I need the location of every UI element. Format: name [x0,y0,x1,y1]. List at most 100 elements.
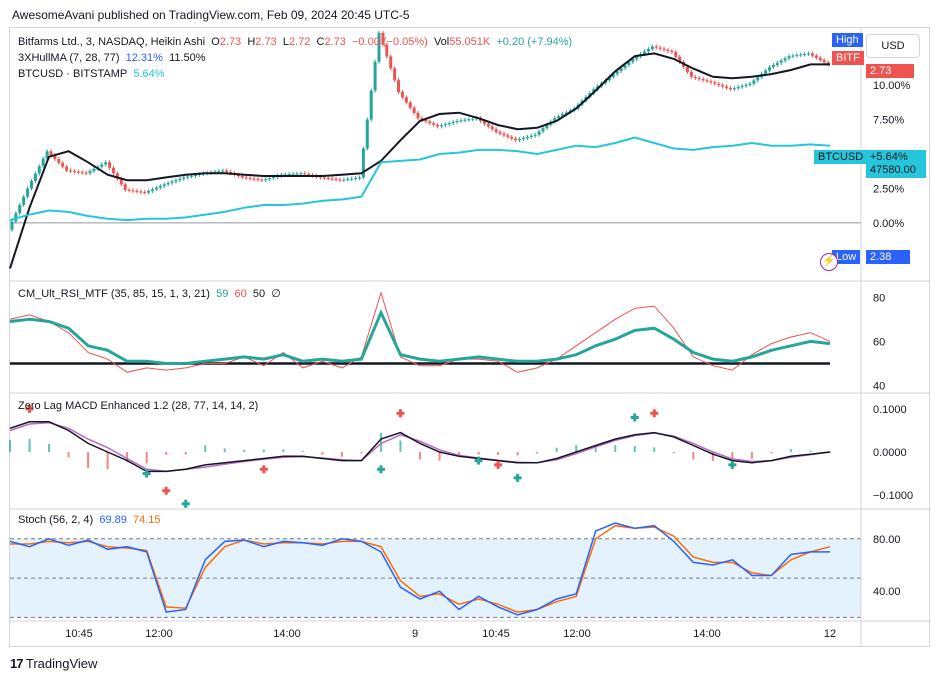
candle-body [756,77,760,81]
btc-pct: +5.64% [870,151,908,163]
stoch-legend[interactable]: Stoch (56, 2, 4) 69.89 74.15 [18,514,161,526]
candle-body [361,148,365,178]
macd-histogram-bar [321,452,324,455]
rsi-line [9,308,831,365]
rsi-value-4: ∅ [271,288,281,300]
candle-body [650,46,654,50]
stoch-pane: 80.00 40.00 [9,522,901,618]
candle-body [100,164,104,167]
candle-body [537,131,541,135]
x-tick-label: 12 [824,628,836,640]
btc-label: BTCUSD · BITSTAMP [18,68,128,80]
tradingview-logo[interactable]: 17 TradingView [10,656,97,671]
candle-body [744,84,748,86]
btcusd-line [9,136,831,222]
candle-body [342,179,346,181]
candle-body [615,71,619,75]
btc-value: 5.64% [133,68,165,80]
candle-body [139,191,143,193]
candle-body [564,112,568,115]
candle-body [713,82,717,84]
candle-body [346,179,350,181]
candle-body [174,180,178,182]
candle-body [541,128,545,132]
candle-body [771,64,775,68]
tv-brand: TradingView [25,656,98,671]
macd-histogram-bar [770,452,773,454]
x-tick-label: 12:00 [563,628,591,640]
macd-histogram-bar [360,452,363,454]
open-label: O [211,36,220,48]
candle-body [689,71,693,77]
macd-histogram-bar [106,452,109,470]
macd-title: Zero Lag MACD Enhanced 1.2 (28, 77, 14, … [18,400,259,412]
candle-body [709,81,713,83]
candle-body [471,118,475,120]
main-pane: 10.00%7.50%5.00%2.50%0.00% [9,30,911,269]
macd-histogram-bar [458,452,461,457]
candle-body [494,129,498,132]
macd-histogram-bar [809,450,812,452]
candle-body [455,120,459,123]
candle-body [111,167,115,174]
candle-body [740,85,744,88]
symbol-label[interactable]: Bitfarms Ltd., 3, NASDAQ, Heikin Ashi [18,36,206,48]
candle-body [666,49,670,51]
macd-histogram-bar [672,452,675,454]
macd-histogram-bar [633,445,636,452]
rsi-legend[interactable]: CM_Ult_RSI_MTF (35, 85, 15, 1, 3, 21) 59… [18,287,281,300]
candle-body [818,57,822,61]
macd-histogram-bar [575,445,578,452]
candle-body [143,192,147,194]
candle-body [240,176,244,178]
candle-body [14,213,18,222]
candle-body [217,171,221,173]
candle-body [41,158,45,167]
hull-legend[interactable]: 3XHullMA (7, 28, 77) 12.31% 11.50% [18,52,206,64]
stoch-k-value: 69.89 [99,514,127,526]
x-tick-label: 9 [412,628,418,640]
candle-body [26,188,30,197]
candle-body [803,53,807,55]
candle-body [229,171,233,174]
candle-body [646,49,650,52]
close-label: C [316,36,325,48]
x-tick-label: 12:00 [145,628,173,640]
macd-legend[interactable]: Zero Lag MACD Enhanced 1.2 (28, 77, 14, … [18,400,258,412]
candle-body [561,114,565,117]
candle-body [221,170,225,172]
flash-icon[interactable]: ⚡ [820,253,838,271]
candle-body [404,97,408,103]
low-badge: Low [832,250,861,264]
macd-cross-marker [396,409,405,418]
candle-body [303,173,307,175]
stoch-k-line [9,522,830,616]
currency-button[interactable]: USD [866,34,920,58]
macd-histogram-bar [379,432,382,452]
candle-body [29,181,33,189]
candle-body [420,118,424,120]
rsi-title: CM_Ult_RSI_MTF (35, 85, 15, 1, 3, 21) [18,288,210,300]
candle-body [162,184,166,186]
candle-body [635,56,639,59]
candle-body [326,177,330,179]
macd-histogram-bar [653,447,656,452]
close-value: 2.73 [324,36,346,48]
candle-body [717,83,721,86]
candle-body [76,171,80,173]
candle-body [57,158,61,163]
stoch-title: Stoch (56, 2, 4) [18,514,94,526]
publisher-line: AwesomeAvani published on TradingView.co… [12,8,410,22]
candle-body [322,177,326,179]
candle-body [662,48,666,50]
candle-body [611,74,615,78]
volume-change: +0.20 (+7.94%) [496,36,573,48]
high-badge: High [832,33,863,47]
candle-body [767,67,771,71]
candle-body [236,174,240,177]
candle-body [18,204,22,214]
candle-body [619,68,623,72]
btc-legend[interactable]: BTCUSD · BITSTAMP 5.64% [18,68,165,80]
candle-body [721,85,725,87]
